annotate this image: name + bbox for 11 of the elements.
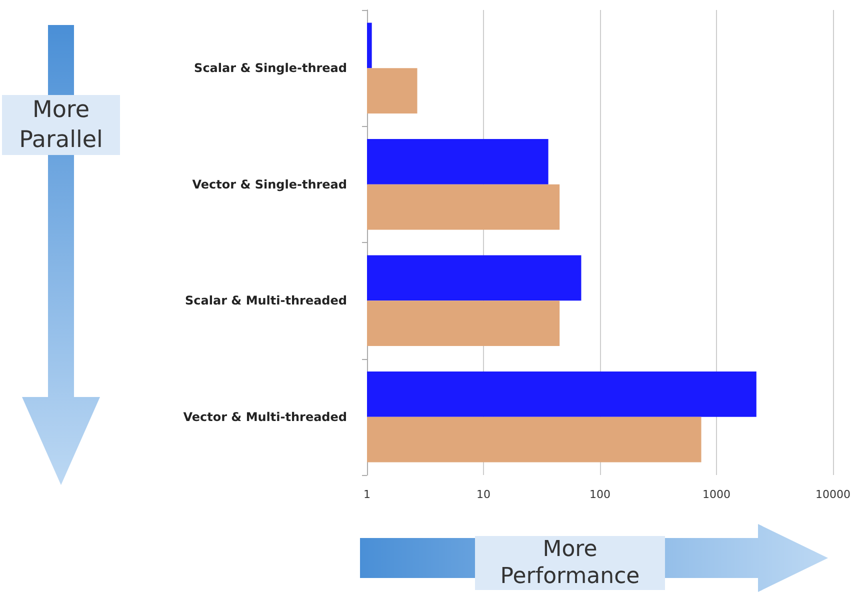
y-tick-label: Scalar & Single-thread <box>194 61 347 76</box>
y-tick-label: Vector & Single-thread <box>192 177 347 192</box>
y-tick-label: Scalar & Multi-threaded <box>185 294 347 308</box>
text: More Parallel <box>2 95 120 155</box>
x-tick-label: 1 <box>364 488 370 501</box>
text: More Performance <box>475 536 665 590</box>
x-tick-label: 100 <box>590 488 610 501</box>
x-tick-label: 10000 <box>816 488 850 501</box>
x-tick-label: 1000 <box>702 488 730 501</box>
x-tick-label: 10 <box>476 488 490 501</box>
y-tick-label: Vector & Multi-threaded <box>183 410 347 424</box>
